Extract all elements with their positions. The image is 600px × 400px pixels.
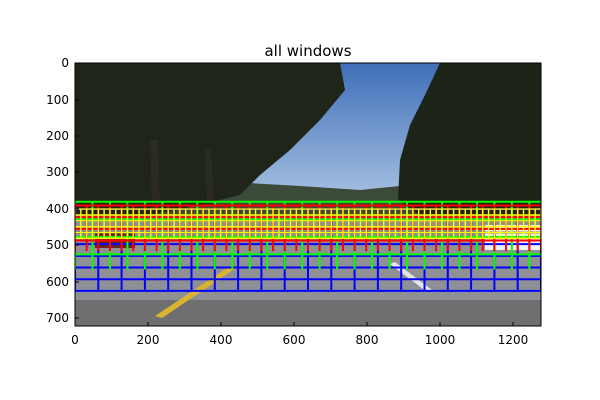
road-shoulder [75,300,541,326]
y-tick-label: 300 [46,165,69,179]
x-tick-label: 400 [210,333,233,347]
trees-right [398,63,541,225]
tree-trunks [150,140,214,210]
x-tick-label: 200 [137,333,160,347]
x-tick-label: 1200 [498,333,529,347]
axes-frame [74,62,542,327]
window-overlays [75,200,541,292]
y-tick-label: 0 [61,56,69,70]
x-tick-label: 600 [283,333,306,347]
y-axis: 0 100 200 300 400 500 600 700 [46,56,79,325]
y-tick-label: 500 [46,238,69,252]
x-tick-label: 1000 [425,333,456,347]
y-tick-label: 700 [46,311,69,325]
photo [75,63,541,326]
figure-title: all windows [264,42,351,60]
y-tick-label: 600 [46,275,69,289]
trees-left [75,63,345,220]
y-tick-label: 400 [46,202,69,216]
y-tick-label: 200 [46,129,69,143]
x-axis: 0 200 400 600 800 1000 1200 [71,322,528,347]
x-tick-label: 800 [356,333,379,347]
x-tick-label: 0 [71,333,79,347]
y-tick-label: 100 [46,93,69,107]
